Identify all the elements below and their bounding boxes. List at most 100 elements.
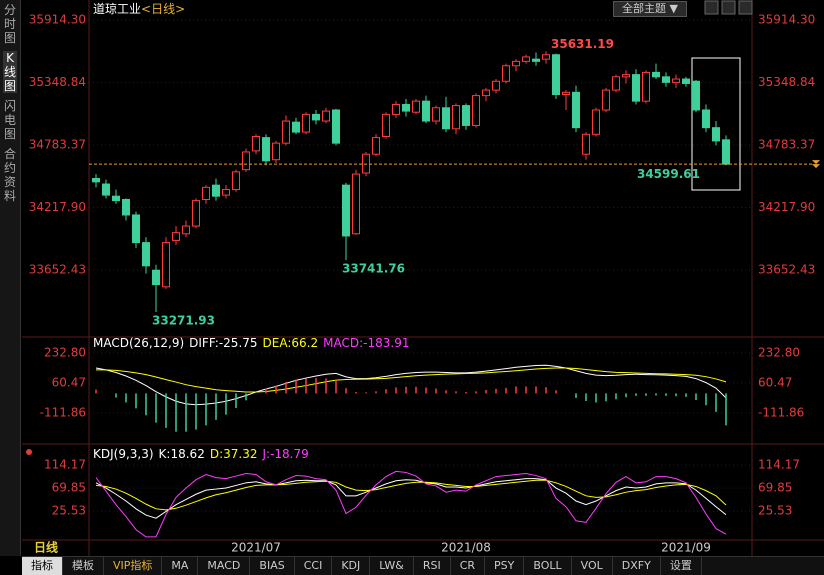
toolbar-tab[interactable]: 模板 [63,557,104,575]
legend: MACD(26,12,9) DIFF:-25.75 DEA:66.2 MACD:-18… [93,336,409,350]
x-tick-label: 2021/09 [661,541,711,555]
low-label: 33271.93 [152,314,215,328]
indicator-line [95,364,727,406]
toolbar-tab[interactable]: KDJ [332,557,371,575]
candle-body [552,54,560,96]
toolbar-tab[interactable]: BOLL [524,557,572,575]
toolbar-tab[interactable]: PSY [485,557,525,575]
y-tick-label: 35348.84 [758,75,815,89]
candle-body [672,78,680,83]
candle-body [122,199,130,216]
toolbar-tab[interactable]: VIP指标 [104,557,163,575]
candle-body [522,56,530,62]
candle-body [272,142,280,161]
legend-value: -18.79 [270,447,309,461]
toolbar-tab[interactable]: 设置 [661,557,702,575]
candle-body [502,65,510,82]
x-tick-label: 2021/07 [231,541,281,555]
legend-value: -25.75 [219,336,258,350]
candle-body [102,183,110,196]
toolbar-tab[interactable]: RSI [414,557,451,575]
sidebar-tab[interactable]: 分时图 [3,3,16,45]
y-tick-label: 232.80 [44,345,86,359]
y-tick-label: 34783.37 [29,137,86,151]
candle-body [642,71,650,102]
toolbar-tab[interactable]: LW& [370,557,414,575]
candle-body [212,184,220,197]
theme-button[interactable]: 全部主题 ▼ [613,1,687,17]
candle-body [252,136,260,152]
candle-body [452,105,460,130]
candle-body [582,133,590,155]
toolbar-tab[interactable]: CCI [295,557,333,575]
symbol: 道琼工业 [93,1,141,16]
legend-value: 18.62 [170,447,204,461]
candle-body [92,178,100,183]
candle-body [602,89,610,111]
settings-dot[interactable] [26,449,32,455]
candle-body [712,127,720,142]
candle-body [262,137,270,162]
icon-button[interactable] [704,0,719,15]
candle-body [362,153,370,174]
sidebar-tab[interactable]: 闪电图 [3,99,16,141]
toolbar-tab[interactable]: BIAS [250,557,295,575]
toolbar-tab[interactable]: DXFY [613,557,661,575]
low-label: 33741.76 [342,262,405,276]
candle-body [322,110,330,122]
y-tick-label: 232.80 [758,345,800,359]
candle-body [622,74,630,78]
sidebar-tab[interactable]: K线图 [3,51,17,93]
y-tick-label: 25.53 [758,504,792,518]
theme-button-label: 全部主题 [622,2,667,15]
candle-body [172,232,180,241]
y-tick-label: 114.17 [758,458,800,472]
candle-body [652,71,660,78]
legend-name: DIFF: [189,336,219,350]
sidebar-tab[interactable]: 合约资料 [3,147,16,203]
y-tick-label: 69.85 [758,481,792,495]
toolbar-tab[interactable]: MACD [198,557,251,575]
period-tab[interactable]: 日线 [34,540,58,555]
indicator-title: KDJ(9,3,3) [93,447,154,461]
y-tick-label: 25.53 [52,504,86,518]
candle-body [342,184,350,237]
legend: KDJ(9,3,3) K:18.62 D:37.32 J:-18.79 [93,447,309,461]
indicator-line [95,479,727,511]
indicator-line [95,470,727,538]
toolbar-tab[interactable]: VOL [572,557,613,575]
y-tick-label: 114.17 [44,458,86,472]
candle-body [242,151,250,171]
candle-body [492,80,500,91]
period: <日线> [141,2,185,16]
candle-body [182,225,190,235]
symbol-title: 道琼工业<日线> [93,1,185,16]
candle-body [462,105,470,126]
toolbar-tab[interactable]: 指标 [22,557,63,575]
toolbar-tab[interactable]: CR [451,557,486,575]
icon-button[interactable] [738,0,753,15]
candle-body [132,214,140,244]
candle-body [302,113,310,133]
y-tick-label: -111.86 [758,405,804,419]
y-tick-label: 34217.90 [758,200,815,214]
candle-body [692,80,700,111]
y-tick-label: 35914.30 [758,12,815,26]
candle-body [402,103,410,112]
candle-body [152,269,160,286]
candle-body [382,113,390,138]
sidebar: 分时图 K线图 闪电图 合约资料 [0,0,21,556]
icon-button[interactable] [721,0,736,15]
legend-value: -183.91 [363,336,409,350]
toolbar: 指标 模板 VIP指标 MA MACD BIAS CCI KDJ LW& RSI CR PSY BOLL… [22,556,824,575]
y-tick-label: 60.47 [52,375,86,389]
x-tick-label: 2021/08 [441,541,491,555]
y-tick-label: 34217.90 [29,200,86,214]
y-tick-label: 33652.43 [758,262,815,276]
toolbar-tab[interactable]: MA [162,557,199,575]
candle-body [532,58,540,62]
legend-value: 37.32 [223,447,257,461]
candle-body [282,120,290,144]
high-label: 35631.19 [551,37,614,51]
indicator-line [95,478,727,519]
